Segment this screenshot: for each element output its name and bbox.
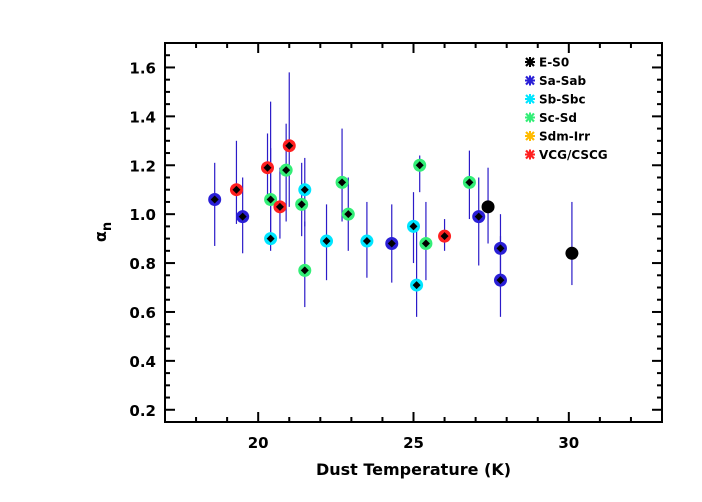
point-diamond (474, 212, 483, 221)
point-diamond (567, 249, 576, 258)
data-point (462, 175, 476, 189)
point-diamond (300, 185, 309, 194)
point-diamond (285, 141, 294, 150)
legend-entry: E-S0 (525, 56, 569, 70)
data-point (264, 192, 278, 206)
data-point (385, 237, 399, 251)
legend: E-S0 Sa-Sab Sb-Sbc Sc-Sd Sdm-Irr VCG/CSCG (525, 56, 608, 162)
x-tick-label: 25 (403, 434, 424, 452)
point-diamond (412, 281, 421, 290)
data-point (282, 139, 296, 153)
data-point (261, 161, 275, 175)
y-tick-label: 1.6 (129, 59, 156, 77)
point-diamond (210, 195, 219, 204)
y-tick-label: 1.4 (129, 108, 156, 126)
data-point (335, 175, 349, 189)
data-point (279, 163, 293, 177)
data-point (360, 234, 374, 248)
legend-entry: Sa-Sab (525, 74, 586, 88)
x-axis-label: Dust Temperature (K) (316, 460, 511, 479)
legend-label: Sc-Sd (539, 111, 577, 125)
data-point (273, 200, 287, 214)
point-diamond (266, 195, 275, 204)
data-point (236, 210, 250, 224)
data-point (410, 278, 424, 292)
data-point (472, 210, 486, 224)
data-points (208, 139, 579, 292)
point-diamond (465, 178, 474, 187)
data-point (413, 158, 427, 172)
y-tick-label: 0.8 (129, 255, 156, 273)
point-diamond (362, 237, 371, 246)
y-tick-label: 0.6 (129, 304, 156, 322)
point-diamond (297, 200, 306, 209)
point-diamond (421, 239, 430, 248)
legend-label: Sa-Sab (539, 74, 586, 88)
data-point (565, 246, 579, 260)
data-point (298, 183, 312, 197)
y-tick-label: 0.4 (129, 353, 156, 371)
legend-entry: VCG/CSCG (525, 148, 608, 162)
point-diamond (300, 266, 309, 275)
point-diamond (282, 166, 291, 175)
data-point (481, 200, 495, 214)
point-diamond (263, 163, 272, 172)
y-tick-label: 1.2 (129, 157, 156, 175)
x-tick-labels: 20 25 30 (248, 434, 580, 452)
y-axis-label: αn (91, 222, 115, 242)
legend-entry: Sc-Sd (525, 111, 577, 125)
data-point (438, 229, 452, 243)
y-axis-label-main: α (91, 231, 110, 242)
y-tick-label: 1.0 (129, 206, 156, 224)
point-diamond (275, 202, 284, 211)
data-point (320, 234, 334, 248)
data-point (493, 241, 507, 255)
y-axis-label-subscript: n (100, 222, 115, 231)
data-point (493, 273, 507, 287)
data-point (407, 219, 420, 233)
legend-label: E-S0 (539, 56, 569, 70)
point-diamond (238, 212, 247, 221)
legend-label: Sb-Sbc (539, 93, 586, 107)
data-point (264, 232, 278, 246)
data-point (229, 183, 243, 197)
point-diamond (409, 222, 418, 231)
point-diamond (266, 234, 275, 243)
point-diamond (440, 232, 449, 241)
data-point (208, 192, 222, 206)
point-diamond (496, 276, 505, 285)
legend-label: Sdm-Irr (539, 130, 590, 144)
point-diamond (484, 202, 493, 211)
point-diamond (232, 185, 241, 194)
data-point (295, 197, 309, 211)
data-point (298, 263, 312, 277)
legend-entry: Sb-Sbc (525, 93, 586, 107)
point-diamond (496, 244, 505, 253)
point-diamond (387, 239, 396, 248)
legend-label: VCG/CSCG (539, 148, 608, 162)
point-diamond (338, 178, 347, 187)
point-diamond (344, 210, 353, 219)
legend-entry: Sdm-Irr (525, 130, 590, 144)
axis-ticks (165, 43, 662, 422)
point-diamond (322, 237, 331, 246)
y-tick-label: 0.2 (129, 402, 156, 420)
y-tick-labels: 0.2 0.4 0.6 0.8 1.0 1.2 1.4 1.6 (129, 59, 156, 419)
data-point (341, 207, 355, 221)
point-diamond (415, 161, 424, 170)
x-tick-label: 30 (558, 434, 579, 452)
data-point (419, 237, 433, 251)
x-tick-label: 20 (248, 434, 269, 452)
